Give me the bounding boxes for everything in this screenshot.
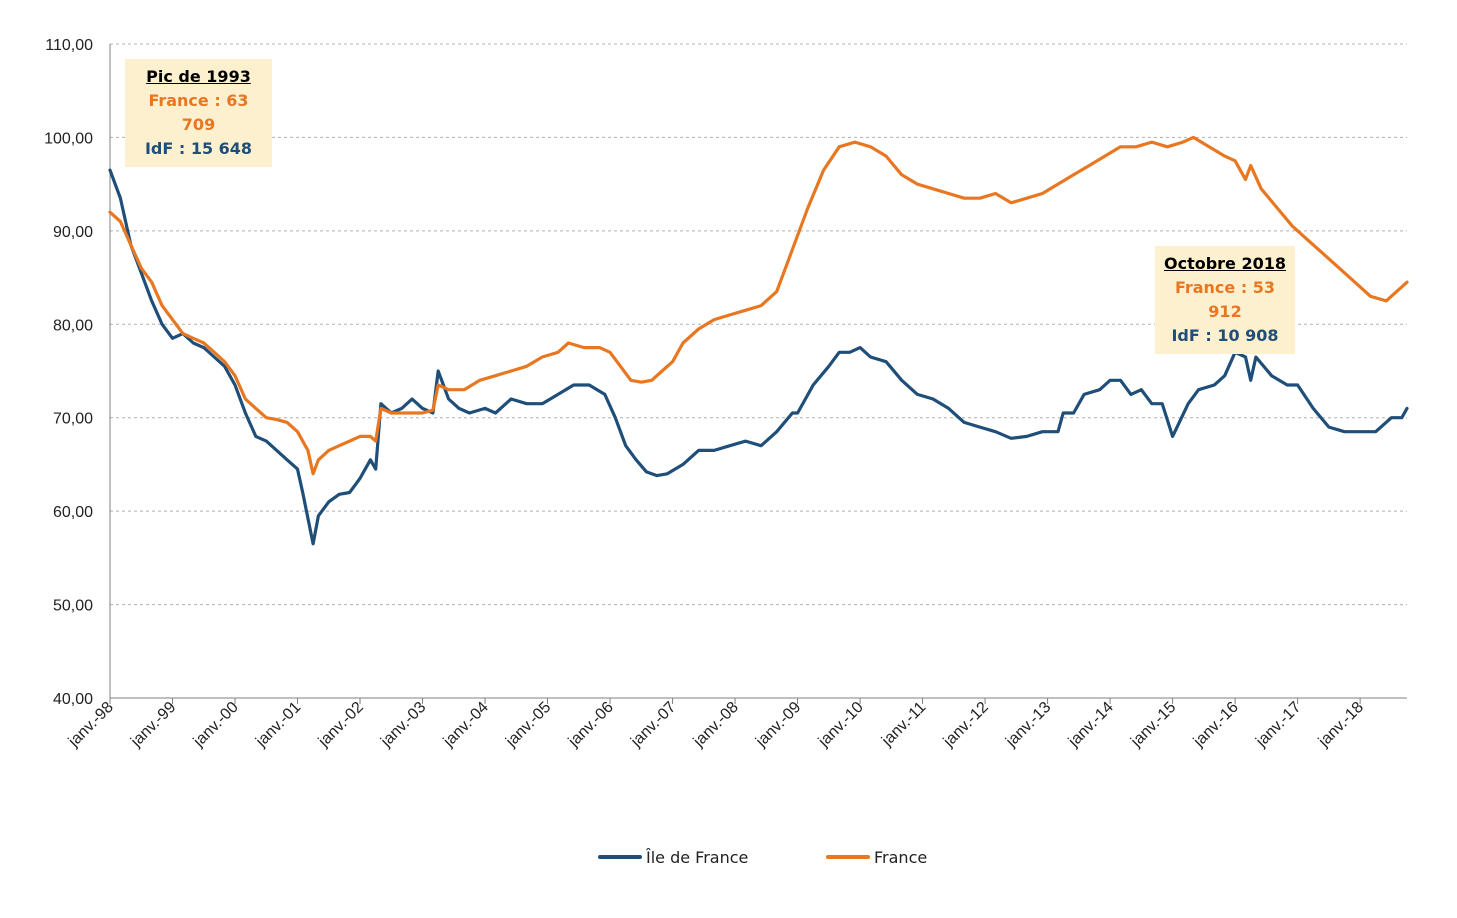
y-tick-label: 50,00 [53,598,93,615]
annotation-peak-title: Pic de 1993 [146,67,251,86]
y-tick-label: 100,00 [44,130,93,147]
x-tick-label: janv.-04 [440,699,492,751]
x-tick-label: janv.-11 [878,699,929,750]
y-tick-label: 90,00 [53,224,93,241]
x-tick-label: janv.-06 [565,699,617,751]
y-tick-label: 80,00 [53,317,93,334]
annotation-oct-2018: Octobre 2018 France : 53 912 IdF : 10 90… [1155,246,1295,354]
annotation-oct-france: France : 53 912 [1174,278,1276,321]
legend-label-idf: Île de France [646,847,749,867]
x-tick-label: janv.-09 [752,699,804,751]
x-tick-label: janv.-16 [1190,699,1242,751]
y-tick-label: 40,00 [53,691,93,708]
series-line-ile-de-france [108,168,1409,546]
annotation-peak-france: France : 63 709 [148,91,249,134]
annotation-oct-idf: IdF : 10 908 [1171,326,1279,345]
x-tick-label: janv.-08 [690,699,742,751]
y-tick-label: 60,00 [53,504,93,521]
x-tick-label: janv.-00 [190,699,242,751]
x-tick-label: janv.-18 [1315,699,1367,751]
legend-swatch-france [826,855,870,859]
x-tick-label: janv.-99 [127,699,179,751]
legend-label-france: France [874,847,928,867]
legend-item-idf[interactable]: Île de France [598,842,748,872]
annotation-peak-idf: IdF : 15 648 [144,139,253,158]
y-tick-label: 110,00 [45,37,93,54]
annotation-oct-title: Octobre 2018 [1163,254,1287,273]
annotation-peak-1993: Pic de 1993 France : 63 709 IdF : 15 648 [125,59,272,167]
x-tick-label: janv.-10 [815,699,867,751]
legend: Île de France France [0,842,1457,872]
legend-swatch-idf [598,855,642,859]
x-tick-label: janv.-01 [252,699,304,751]
series-lines [108,135,1409,546]
y-tick-label: 70,00 [53,411,93,428]
series-line-france [108,135,1409,476]
x-tick-label: janv.-03 [377,699,429,751]
x-tick-label: janv.-17 [1252,699,1304,751]
grid-lines [110,43,1407,606]
x-tick-label: janv.-15 [1127,699,1179,751]
x-tick-label: janv.-05 [502,699,554,751]
legend-item-france[interactable]: France [826,842,927,872]
x-tick-label: janv.-12 [940,699,992,751]
x-tick-label: janv.-13 [1002,699,1054,751]
x-tick-label: janv.-02 [315,699,367,751]
x-tick-label: janv.-14 [1065,699,1117,751]
x-tick-label: janv.-07 [627,699,679,751]
